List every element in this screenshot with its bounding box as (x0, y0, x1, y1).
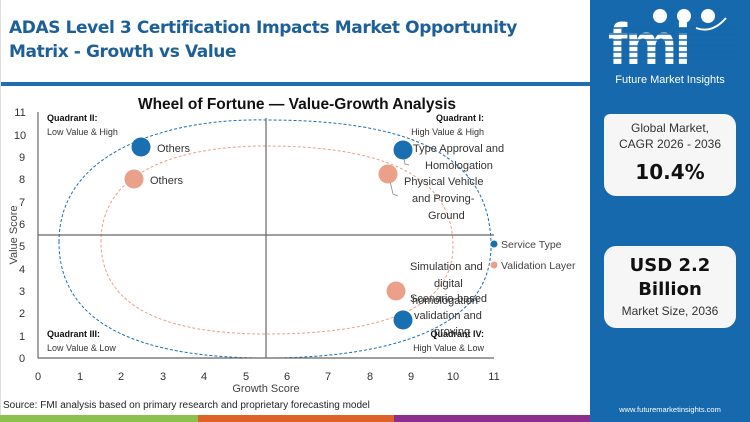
svg-text:0: 0 (35, 371, 41, 383)
market-size-label: Market Size, 2036 (621, 304, 719, 318)
svg-text:9: 9 (19, 152, 25, 164)
x-axis-label: Growth Score (232, 383, 299, 395)
quadrant-1-title: Quadrant I: (436, 113, 484, 123)
point-validation-simulation[interactable] (386, 281, 406, 301)
svg-text:11: 11 (488, 371, 499, 383)
svg-text:proving: proving (434, 326, 470, 338)
legend-service-type[interactable]: Service Type (501, 239, 562, 251)
point-service-scenario-based[interactable] (393, 310, 413, 330)
fmi-logo: fmi Future Market Insights (604, 8, 736, 90)
svg-text:8: 8 (367, 371, 373, 383)
cagr-label-line2: CAGR 2026 - 2036 (618, 137, 722, 151)
svg-text:7: 7 (325, 371, 331, 383)
svg-text:0: 0 (19, 353, 25, 365)
quadrant-4-subtitle: High Value & Low (413, 343, 484, 353)
svg-text:1: 1 (19, 331, 25, 343)
market-size-card: USD 2.2 Billion Market Size, 2036 (604, 246, 736, 328)
footer-bar-orange (198, 415, 394, 422)
svg-text:9: 9 (408, 371, 414, 383)
y-tick-labels: 0 1 2 3 4 5 6 7 8 9 10 11 (14, 107, 26, 365)
svg-text:Ground: Ground (428, 210, 465, 222)
x-tick-labels: 0 1 2 3 4 5 6 7 8 9 10 11 (35, 371, 500, 383)
quadrant-2-subtitle: Low Value & High (47, 127, 118, 137)
svg-text:3: 3 (160, 371, 166, 383)
chart-title: Wheel of Fortune — Value-Growth Analysis (138, 96, 456, 113)
svg-text:10: 10 (14, 130, 26, 142)
svg-text:5: 5 (19, 241, 25, 253)
logo-text: Future Market Insights (615, 74, 725, 86)
label-physical-vehicle: Physical Vehicle and Proving- Ground (404, 176, 484, 222)
cagr-label-line1: Global Market, (630, 121, 710, 135)
svg-text:3: 3 (19, 286, 25, 298)
label-scenario-based: Scenario-based validation and proving (410, 293, 487, 338)
point-validation-others[interactable] (124, 169, 144, 189)
svg-text:and Proving-: and Proving- (412, 193, 475, 205)
svg-text:fmi: fmi (608, 12, 689, 70)
point-service-type-approval[interactable] (393, 140, 413, 160)
svg-text:10: 10 (447, 371, 459, 383)
y-axis-label: Value Score (8, 205, 20, 264)
legend-validation-layer-marker (490, 261, 498, 269)
footer-bar-purple (394, 415, 590, 422)
market-size-value-line1: USD 2.2 (629, 255, 711, 276)
label-service-others: Others (157, 143, 191, 155)
footer-bar-green (0, 415, 198, 422)
page-title: ADAS Level 3 Certification Impacts Marke… (9, 18, 517, 62)
cagr-value: 10.4% (635, 160, 705, 184)
quadrant-1-subtitle: High Value & High (411, 127, 484, 137)
svg-text:Scenario-based: Scenario-based (410, 293, 487, 305)
main-panel: ADAS Level 3 Certification Impacts Marke… (0, 0, 591, 422)
label-type-approval: Type Approval and Homologation (413, 143, 504, 172)
quadrant-2-title: Quadrant II: (47, 113, 98, 123)
service-type-curve (58, 119, 492, 359)
svg-text:5: 5 (243, 371, 249, 383)
source-note: Source: FMI analysis based on primary re… (3, 400, 370, 411)
svg-text:4: 4 (201, 371, 207, 383)
label-validation-others: Others (150, 175, 184, 187)
chart-legend: Service Type Validation Layer (490, 239, 576, 272)
quadrant-3-title: Quadrant III: (47, 329, 100, 339)
svg-text:11: 11 (14, 107, 25, 119)
svg-text:Physical Vehicle: Physical Vehicle (404, 176, 484, 188)
cagr-card: Global Market, CAGR 2026 - 2036 10.4% (604, 114, 736, 196)
svg-text:2: 2 (19, 308, 25, 320)
quadrant-3-subtitle: Low Value & Low (47, 343, 116, 353)
svg-text:8: 8 (19, 174, 25, 186)
point-service-others[interactable] (131, 137, 151, 157)
label-simulation: Simulation and digital homologation (410, 261, 483, 307)
validation-layer-curve (100, 145, 454, 335)
svg-text:Type Approval and: Type Approval and (413, 143, 504, 155)
sidebar: fmi Future Market Insights Global Market… (590, 0, 750, 422)
svg-text:7: 7 (19, 197, 25, 209)
svg-text:4: 4 (19, 264, 25, 276)
quadrant-4-title: Quadrant IV: (430, 329, 484, 339)
svg-text:homologation: homologation (412, 295, 478, 307)
website-link[interactable]: www.futuremarketinsights.com (619, 405, 721, 414)
market-size-value-line2: Billion (638, 279, 702, 300)
svg-text:1: 1 (77, 371, 83, 383)
svg-text:6: 6 (284, 371, 290, 383)
svg-text:validation and: validation and (414, 310, 482, 322)
svg-text:2: 2 (118, 371, 124, 383)
title-divider (1, 82, 591, 86)
svg-text:Homologation: Homologation (425, 160, 493, 172)
legend-service-type-marker (490, 240, 498, 248)
svg-text:digital: digital (434, 278, 463, 290)
legend-validation-layer[interactable]: Validation Layer (501, 260, 576, 272)
svg-text:6: 6 (19, 219, 25, 231)
svg-text:Simulation and: Simulation and (410, 261, 483, 273)
scatter-chart: Wheel of Fortune — Value-Growth Analysis… (1, 86, 591, 400)
point-validation-physical-vehicle[interactable] (378, 164, 398, 184)
